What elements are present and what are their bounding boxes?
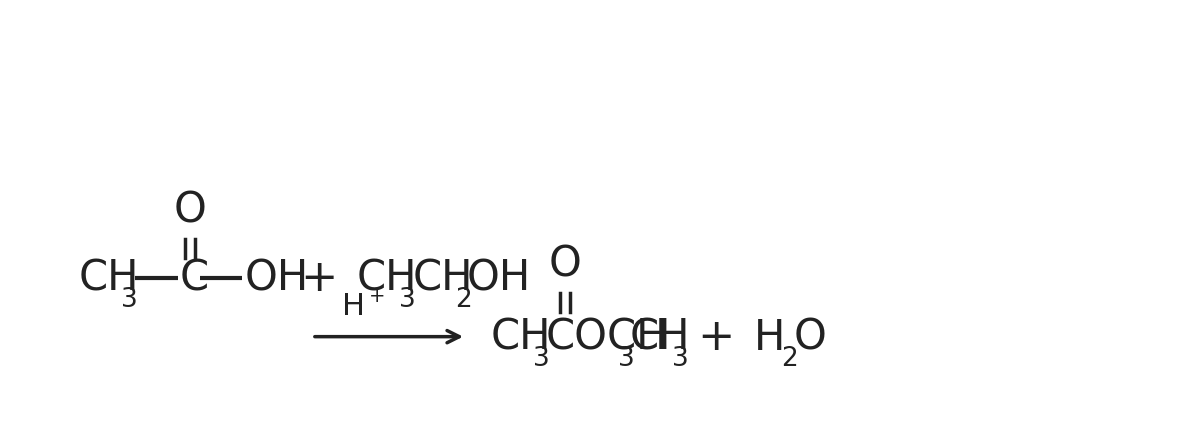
Text: CH: CH xyxy=(630,316,690,358)
Text: O: O xyxy=(793,316,827,358)
Text: +: + xyxy=(368,286,385,305)
Text: 3: 3 xyxy=(121,287,138,312)
Text: +: + xyxy=(300,257,337,299)
Text: 3: 3 xyxy=(672,345,689,372)
Text: O: O xyxy=(174,189,206,230)
Text: H: H xyxy=(342,291,365,320)
Text: 3: 3 xyxy=(618,345,635,372)
Text: OH: OH xyxy=(467,257,532,299)
Text: C: C xyxy=(180,257,209,299)
Text: 3: 3 xyxy=(400,287,416,312)
Text: OH: OH xyxy=(245,257,308,299)
Text: CH: CH xyxy=(356,257,418,299)
Text: 2: 2 xyxy=(781,345,798,372)
Text: +: + xyxy=(697,316,734,358)
Text: COCH: COCH xyxy=(545,316,668,358)
Text: 2: 2 xyxy=(455,287,472,312)
Text: CH: CH xyxy=(491,316,551,358)
Text: 3: 3 xyxy=(534,345,551,372)
Text: CH: CH xyxy=(413,257,473,299)
Text: CH: CH xyxy=(79,257,139,299)
Text: H: H xyxy=(754,316,785,358)
Text: O: O xyxy=(548,243,582,284)
